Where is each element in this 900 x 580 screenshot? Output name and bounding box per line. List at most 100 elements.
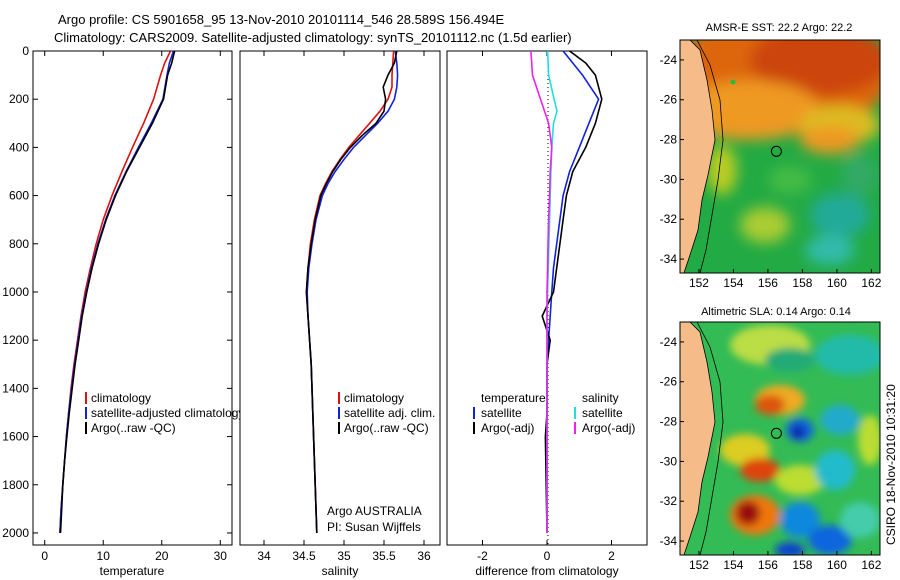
- x-tick-label: 0: [544, 549, 551, 563]
- y-tick-label: 400: [9, 140, 29, 154]
- map-y-tick-label: -28: [660, 415, 678, 429]
- x-tick-label: 36: [417, 549, 431, 563]
- legend-temperature-heading: temperature: [481, 391, 546, 405]
- x-tick-label: -2: [477, 549, 488, 563]
- figure-title-line1: Argo profile: CS 5901658_95 13-Nov-2010 …: [58, 12, 505, 27]
- csiro-timestamp: CSIRO 18-Nov-2010 10:31:20: [884, 384, 898, 545]
- temperature-lines: [59, 51, 176, 534]
- legend-sal-argo-label: Argo(-adj): [582, 421, 635, 435]
- map-y-tick-label: -30: [660, 172, 678, 186]
- sla-isobath: [696, 322, 724, 555]
- salinity-ticks: 34 34.5 35 35.5 36: [257, 51, 431, 563]
- legend-satellite-label: satellite-adjusted climatology: [91, 406, 244, 420]
- x-tick-label: 10: [97, 549, 111, 563]
- map-y-tick-label: -32: [660, 212, 678, 226]
- sst-island: [730, 79, 736, 85]
- map-x-tick-label: 162: [861, 276, 881, 290]
- sla-coastline: [683, 322, 716, 555]
- y-tick-label: 1200: [2, 333, 29, 347]
- legend-argo-label: Argo(..raw -QC): [91, 421, 176, 435]
- legend-climatology-label: climatology: [344, 391, 404, 405]
- sst-map-panel: AMSR-E SST: 22.2 Argo: 22.2 152 15: [660, 22, 882, 290]
- map-x-tick-label: 158: [792, 558, 812, 572]
- map-x-tick-label: 160: [827, 558, 847, 572]
- temperature-panel: 0 10 20 30 0 200 400 600 800 1000 1200 1400 1600 1800…: [2, 44, 244, 578]
- map-y-tick-label: -24: [660, 53, 678, 67]
- salinity-legend: climatology satellite adj. clim. Argo(..…: [338, 391, 435, 435]
- map-y-tick-label: -26: [660, 93, 678, 107]
- map-x-tick-label: 156: [758, 276, 778, 290]
- map-x-tick-label: 152: [689, 276, 709, 290]
- map-x-tick-label: 158: [792, 276, 812, 290]
- salinity-xlabel: salinity: [322, 564, 359, 578]
- x-tick-label: 2: [608, 549, 615, 563]
- pi-name-label: PI: Susan Wijffels: [327, 520, 421, 534]
- sst-argo-position-marker: [770, 145, 782, 157]
- x-tick-label: 0: [41, 549, 48, 563]
- difference-xlabel: difference from climatology: [475, 564, 618, 578]
- sla-map-frame: [679, 321, 881, 556]
- map-y-tick-label: -34: [660, 252, 678, 266]
- map-x-tick-label: 154: [723, 558, 743, 572]
- legend-argo-label: Argo(..raw -QC): [344, 421, 429, 435]
- sst-land: [680, 40, 715, 273]
- temperature-xlabel: temperature: [100, 564, 165, 578]
- y-tick-label: 200: [9, 92, 29, 106]
- y-tick-label: 1400: [2, 381, 29, 395]
- argo-program-label: Argo AUSTRALIA: [327, 504, 422, 518]
- map-x-tick-label: 152: [689, 558, 709, 572]
- sst-field: [680, 40, 880, 265]
- legend-temp-satellite-label: satellite: [481, 406, 522, 420]
- map-x-tick-label: 156: [758, 558, 778, 572]
- sla-field: [720, 325, 880, 555]
- figure-title-line2: Climatology: CARS2009. Satellite-adjuste…: [54, 30, 572, 45]
- y-tick-label: 2000: [2, 526, 29, 540]
- legend-satellite-label: satellite adj. clim.: [344, 406, 435, 420]
- map-y-tick-label: -24: [660, 335, 678, 349]
- sst-map-frame: [679, 39, 881, 274]
- sla-land: [680, 322, 715, 555]
- sla-map-title: Altimetric SLA: 0.14 Argo: 0.14: [701, 306, 851, 318]
- sla-map-panel: Altimetric SLA: 0.14 Argo: 0.14: [660, 306, 882, 572]
- difference-panel: -2 0 2 difference from climatology tempera…: [446, 50, 648, 578]
- temperature-legend: climatology satellite-adjusted climatolo…: [85, 391, 244, 435]
- map-y-tick-label: -30: [660, 454, 678, 468]
- y-tick-label: 1000: [2, 285, 29, 299]
- sst-map-ticks: 152 154 156 158 160 162 -24 -26 -28 -30 -32 -34: [660, 53, 882, 290]
- sla-argo-position-marker: [770, 427, 782, 439]
- legend-climatology-label: climatology: [91, 391, 151, 405]
- x-tick-label: 30: [214, 549, 228, 563]
- temperature-ticks: 0 10 20 30 0 200 400 600 800 1000 1200 1400 1600 1800…: [2, 44, 232, 563]
- x-tick-label: 20: [155, 549, 169, 563]
- series-line-temperature-satellite: [546, 51, 600, 533]
- map-y-tick-label: -34: [660, 534, 678, 548]
- sst-isobath: [696, 40, 724, 273]
- legend-salinity-heading: salinity: [582, 391, 619, 405]
- y-tick-label: 1800: [2, 478, 29, 492]
- x-tick-label: 34: [257, 549, 271, 563]
- difference-lines: [530, 51, 603, 534]
- map-y-tick-label: -32: [660, 494, 678, 508]
- salinity-panel: 34 34.5 35 35.5 36 salinity climatology sate…: [239, 50, 441, 578]
- x-tick-label: 35: [337, 549, 351, 563]
- sla-map-ticks: 152 154 156 158 160 162 -24 -26 -28 -30 -32 -34: [660, 335, 882, 572]
- series-line-salinity-argo-adj-: [530, 51, 553, 533]
- difference-legend: temperature satellite Argo(-adj) salinit…: [473, 391, 635, 435]
- map-x-tick-label: 162: [861, 558, 881, 572]
- x-tick-label: 35.5: [372, 549, 396, 563]
- salinity-axes-box: [239, 50, 441, 546]
- x-tick-label: 34.5: [292, 549, 316, 563]
- temperature-axes-box: [32, 50, 233, 546]
- sst-coastline: [683, 40, 716, 273]
- series-line-argo: [305, 51, 398, 534]
- map-x-tick-label: 154: [723, 276, 743, 290]
- map-y-tick-label: -28: [660, 133, 678, 147]
- y-tick-label: 600: [9, 189, 29, 203]
- series-line-argo: [59, 51, 176, 534]
- salinity-lines: [305, 51, 399, 534]
- y-tick-label: 800: [9, 237, 29, 251]
- map-y-tick-label: -26: [660, 375, 678, 389]
- legend-sal-satellite-label: satellite: [582, 406, 623, 420]
- y-tick-label: 1600: [2, 430, 29, 444]
